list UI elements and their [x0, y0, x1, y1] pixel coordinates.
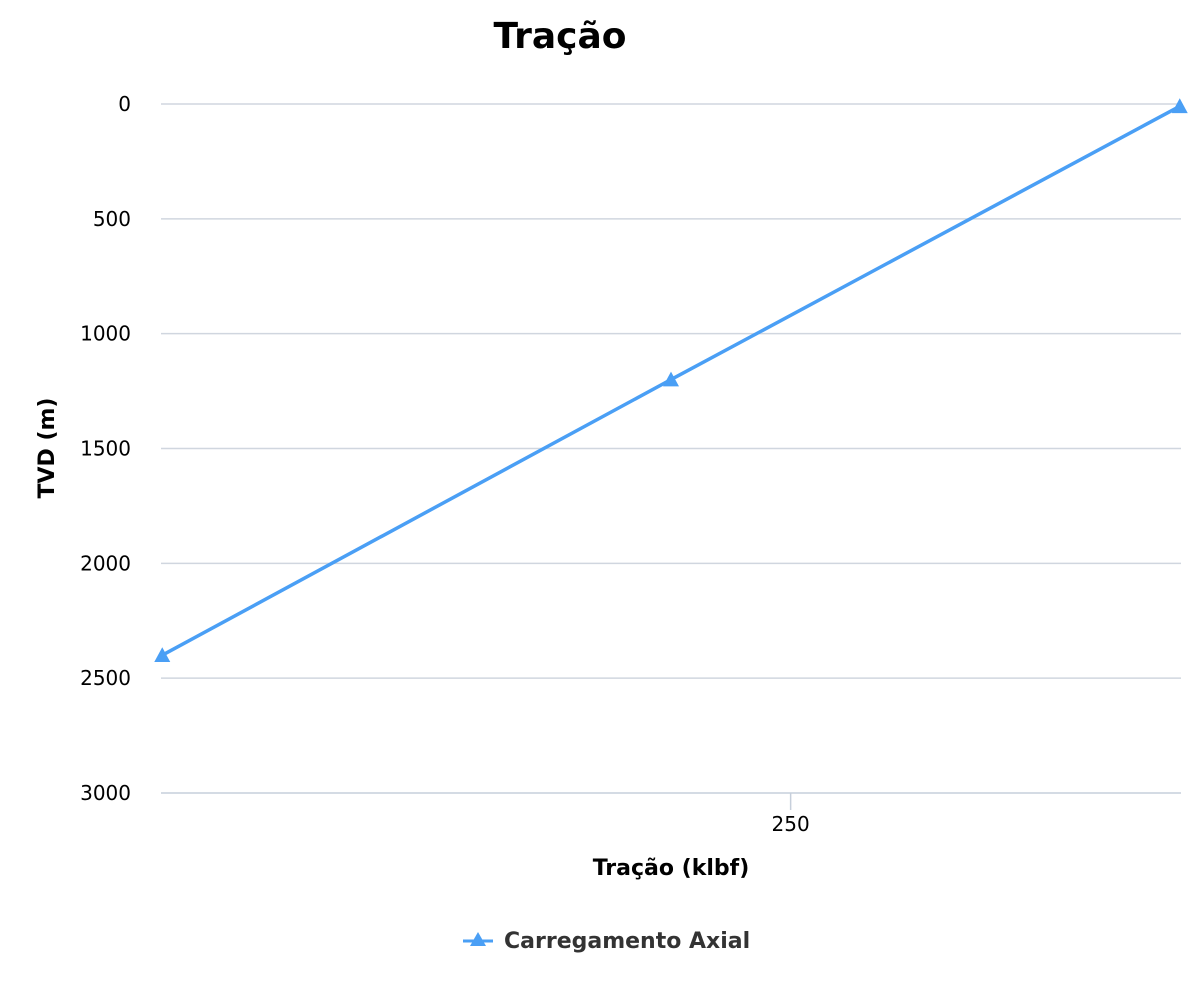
- series-layer: [154, 98, 1188, 662]
- y-tick-label-2: 1000: [80, 322, 131, 346]
- y-tick-label-3: 1500: [80, 437, 131, 461]
- y-axis-title: TVD (m): [35, 398, 60, 499]
- data-point-0-2[interactable]: [1171, 98, 1188, 114]
- y-tick-label-0: 0: [118, 92, 131, 116]
- y-tick-label-4: 2000: [80, 551, 131, 575]
- legend-label: Carregamento Axial: [504, 929, 750, 954]
- legend[interactable]: Carregamento Axial: [463, 929, 750, 954]
- y-tick-label-5: 2500: [80, 666, 131, 690]
- grid-lines: [161, 103, 1181, 679]
- data-point-0-1[interactable]: [663, 371, 679, 387]
- y-tick-label-6: 3000: [80, 781, 131, 805]
- x-axis-title: Tração (klbf): [593, 856, 750, 881]
- chart-title: Tração: [493, 16, 626, 57]
- x-tick-label-0: 250: [772, 812, 810, 836]
- x-axis-ticks: 250: [772, 793, 810, 836]
- y-tick-label-1: 500: [93, 207, 131, 231]
- data-point-0-0[interactable]: [154, 647, 171, 662]
- legend-marker-triangle: [470, 932, 486, 946]
- y-axis-ticks: 0 500 1000 1500 2000 2500 3000: [80, 92, 131, 805]
